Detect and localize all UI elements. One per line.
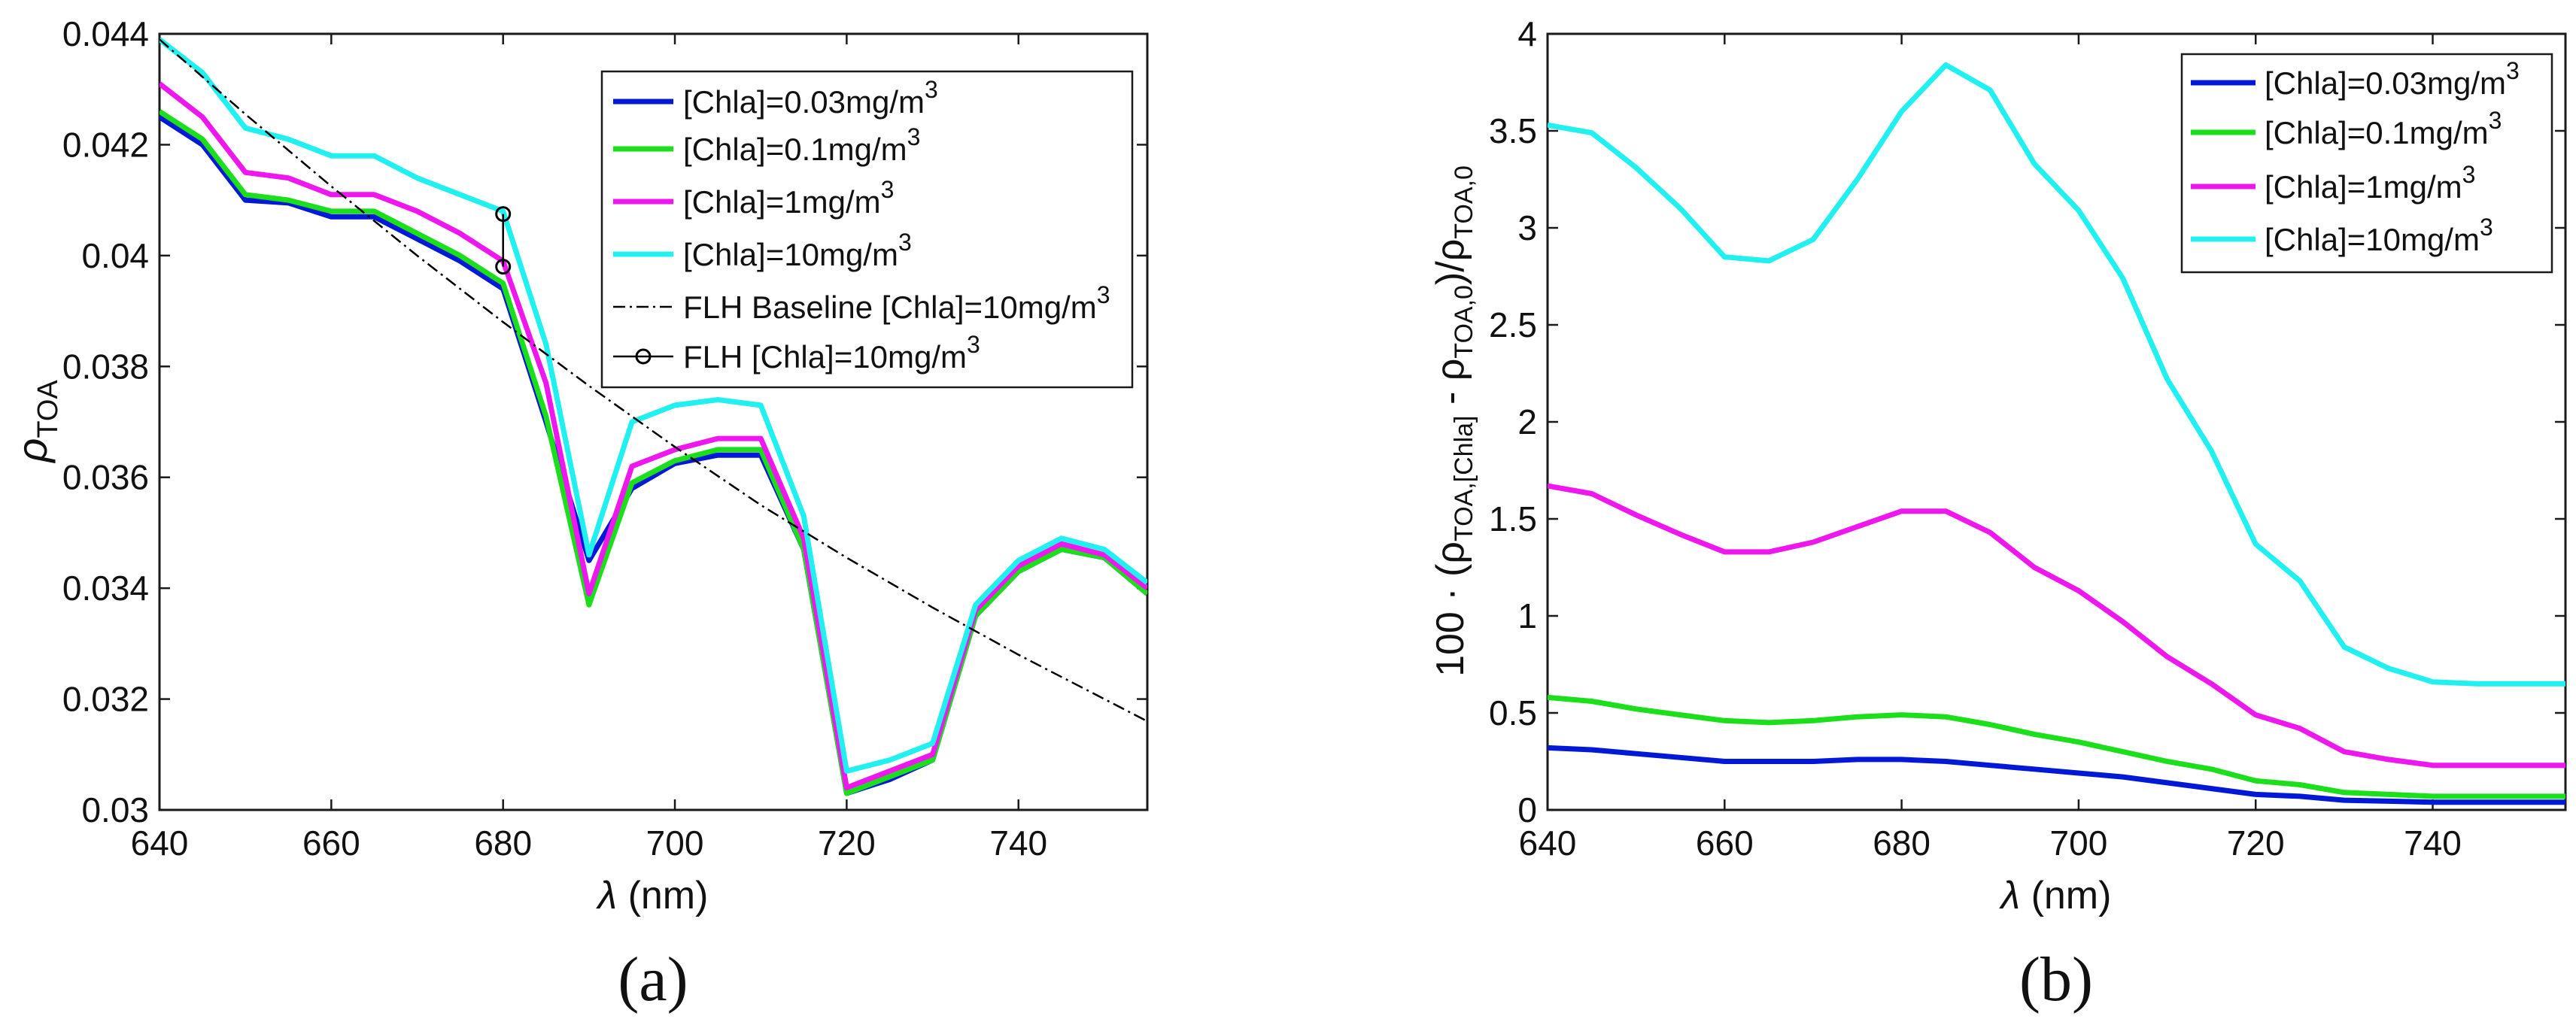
flh-marker-top: [495, 206, 512, 223]
legend-a-label-flh: FLH [Chla]=10mg/m3: [683, 331, 980, 375]
y-tick-label-a: 0.044: [62, 14, 149, 53]
legend-b-label-2: [Chla]=1mg/m3: [2265, 161, 2475, 205]
legend-a: [Chla]=0.03mg/m3 [Chla]=0.1mg/m3 [Chla]=…: [600, 70, 1134, 389]
legend-a-label-0: [Chla]=0.03mg/m3: [683, 76, 938, 120]
series-line-b-1: [1548, 694, 2565, 799]
legend-a-label-1: [Chla]=0.1mg/m3: [683, 123, 920, 167]
flh-baseline-line: [159, 38, 1147, 723]
y-tick-label-a: 0.042: [62, 125, 149, 164]
x-axis-title-a: λ (nm): [596, 874, 709, 917]
x-tick-label-a: 720: [818, 823, 876, 863]
y-tick-label-b: 1: [1517, 596, 1537, 635]
x-tick-label-b: 680: [1873, 823, 1930, 863]
panel-b: 640 660 680 700 720 740 0 0.5 1 1.5 2 2.5 3 3.5 4 [Chl…: [1429, 14, 2567, 1014]
x-tick-label-b: 660: [1696, 823, 1754, 863]
y-tick-label-b: 2.5: [1489, 305, 1537, 344]
legend-a-label-baseline: FLH Baseline [Chla]=10mg/m3: [683, 281, 1110, 325]
legend-a-label-3: [Chla]=10mg/m3: [683, 229, 912, 272]
ticks-a: 640 660 680 700 720 740 0.03 0.032 0.034 0.036 0.0…: [62, 14, 1147, 863]
legend-b-label-0: [Chla]=0.03mg/m3: [2265, 57, 2520, 101]
panel-a: 640 660 680 700 720 740 0.03 0.032 0.034 0.036 0.0…: [8, 14, 1149, 1014]
legend-a-label-2: [Chla]=1mg/m3: [683, 176, 894, 220]
y-tick-label-b: 2: [1517, 402, 1537, 441]
y-tick-label-a: 0.038: [62, 347, 149, 386]
y-tick-label-b: 3: [1517, 208, 1537, 247]
series-line-b-0: [1548, 744, 2565, 805]
y-axis-title-a: ρTOA: [8, 380, 64, 464]
ticks-b: 640 660 680 700 720 740 0 0.5 1 1.5 2 2.5 3 3.5 4: [1489, 14, 2565, 863]
legend-box-a: [600, 70, 1134, 389]
series-line-b-2: [1548, 483, 2565, 769]
lines-b: [1548, 62, 2565, 805]
x-tick-label-a: 640: [131, 823, 189, 863]
y-tick-label-b: 0.5: [1489, 693, 1537, 732]
x-tick-label-a: 680: [474, 823, 532, 863]
panel-label-b: (b): [2019, 945, 2093, 1014]
y-tick-label-a: 0.036: [62, 458, 149, 497]
y-tick-label-b: 3.5: [1489, 111, 1537, 150]
series-line-a-2: [159, 81, 1147, 790]
y-tick-label-a: 0.032: [62, 680, 149, 719]
x-tick-label-b: 740: [2404, 823, 2462, 863]
y-tick-label-b: 4: [1517, 14, 1537, 53]
legend-b-label-1: [Chla]=0.1mg/m3: [2265, 107, 2502, 150]
legend-a-marker-flh: [635, 348, 652, 365]
legend-box-b: [2180, 53, 2553, 274]
panel-label-a: (a): [618, 945, 688, 1014]
series-line-a-3: [159, 37, 1147, 774]
x-tick-label-a: 660: [302, 823, 360, 863]
x-tick-label-b: 720: [2227, 823, 2285, 863]
x-tick-label-a: 700: [646, 823, 704, 863]
flh-marker-bottom: [495, 259, 512, 275]
y-tick-label-a: 0.034: [62, 569, 149, 608]
x-tick-label-b: 700: [2050, 823, 2108, 863]
x-axis-title-b: λ (nm): [1999, 874, 2112, 917]
y-tick-label-b: 1.5: [1489, 499, 1537, 538]
legend-b: [Chla]=0.03mg/m3 [Chla]=0.1mg/m3 [Chla]=…: [2180, 53, 2553, 274]
x-tick-label-a: 740: [989, 823, 1047, 863]
y-tick-label-b: 0: [1517, 790, 1537, 829]
y-tick-label-a: 0.04: [81, 236, 149, 275]
y-tick-label-a: 0.03: [81, 790, 149, 829]
series-line-a-1: [159, 109, 1147, 796]
x-tick-label-b: 640: [1519, 823, 1577, 863]
lines-a: [159, 37, 1147, 796]
series-line-b-3: [1548, 62, 2565, 687]
y-axis-title-b: 100 · (ρTOA,[Chla] - ρTOA,0)/ρTOA,0: [1429, 165, 1478, 677]
legend-b-label-3: [Chla]=10mg/m3: [2265, 214, 2493, 257]
